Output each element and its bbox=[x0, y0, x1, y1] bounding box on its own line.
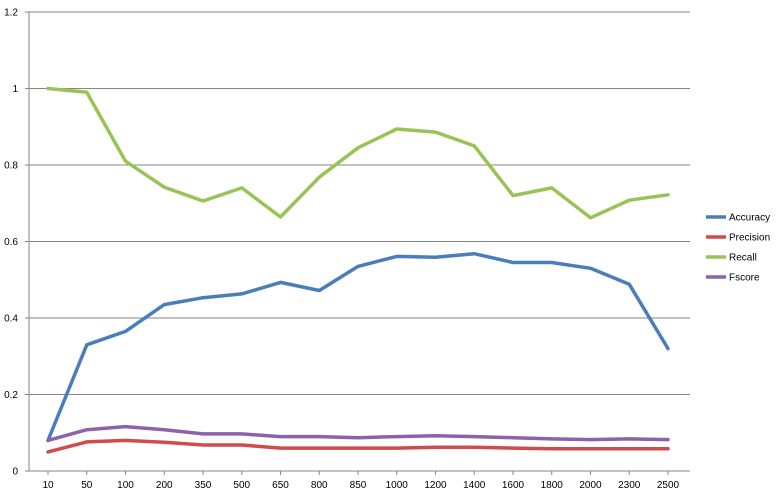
y-tick-label: 0.6 bbox=[4, 237, 18, 248]
y-tick-labels: 0 0.2 0.4 0.6 0.8 1 1.2 bbox=[4, 8, 29, 478]
series-line-recall bbox=[46, 86, 670, 220]
x-tick-label: 2300 bbox=[618, 480, 641, 491]
x-tick-label: 350 bbox=[195, 480, 212, 491]
x-tick-label: 800 bbox=[311, 480, 328, 491]
series-line-precision bbox=[46, 438, 670, 454]
x-tick-label: 100 bbox=[117, 480, 134, 491]
y-tick-label: 0.8 bbox=[4, 161, 18, 172]
y-tick-label: 1.2 bbox=[4, 8, 18, 19]
y-tick-label: 1 bbox=[12, 84, 18, 95]
series-line-fscore bbox=[46, 424, 670, 443]
x-tick-label: 1200 bbox=[424, 480, 447, 491]
x-tick-label: 1000 bbox=[386, 480, 409, 491]
x-tick-label: 10 bbox=[42, 480, 54, 491]
legend-label-recall: Recall bbox=[729, 253, 757, 264]
x-tick-label: 850 bbox=[350, 480, 367, 491]
y-tick-label: 0.4 bbox=[4, 314, 18, 325]
legend: Accuracy Precision Recall Fscore bbox=[706, 213, 770, 284]
gridlines bbox=[29, 11, 690, 395]
x-tick-label: 200 bbox=[156, 480, 173, 491]
x-tick-label: 2500 bbox=[657, 480, 680, 491]
x-tick-label: 1800 bbox=[541, 480, 564, 491]
x-tick-label: 500 bbox=[233, 480, 250, 491]
x-tick-labels: 10 50 100 200 350 500 650 800 850 1000 1200 1400 160… bbox=[42, 471, 680, 491]
x-tick-label: 1600 bbox=[502, 480, 525, 491]
series-lines bbox=[46, 86, 670, 454]
legend-label-precision: Precision bbox=[729, 233, 770, 244]
x-tick-label: 2000 bbox=[579, 480, 602, 491]
x-tick-label: 1400 bbox=[463, 480, 486, 491]
x-tick-label: 50 bbox=[81, 480, 93, 491]
y-tick-label: 0.2 bbox=[4, 390, 18, 401]
legend-label-fscore: Fscore bbox=[729, 273, 760, 284]
series-line-accuracy bbox=[46, 251, 670, 443]
x-tick-label: 650 bbox=[272, 480, 289, 491]
y-tick-label: 0 bbox=[12, 467, 18, 478]
legend-label-accuracy: Accuracy bbox=[729, 213, 770, 224]
